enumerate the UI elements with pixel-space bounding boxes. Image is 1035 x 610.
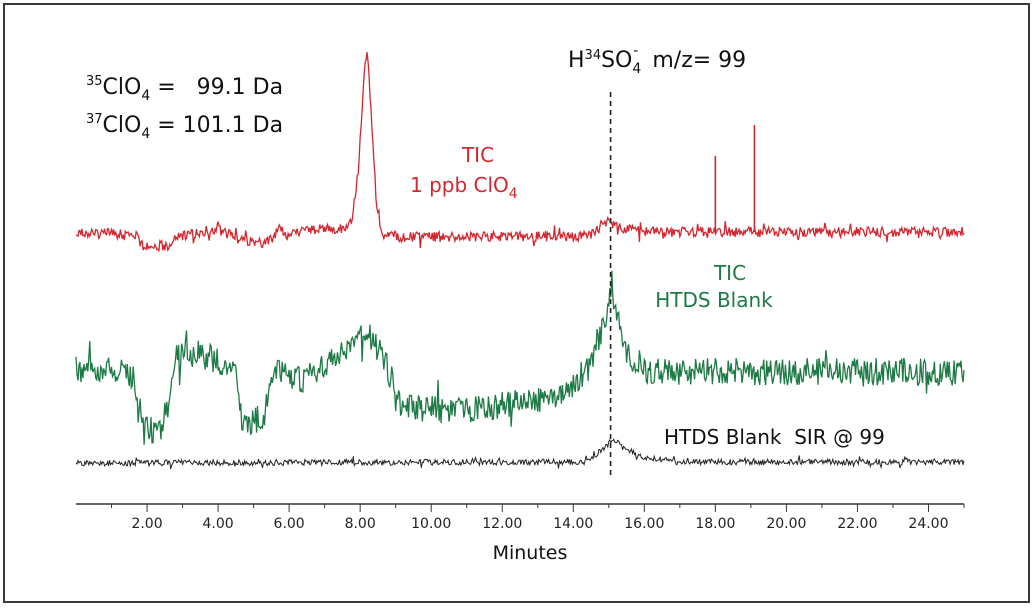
x-tick-label: 10.00 bbox=[411, 516, 451, 532]
x-axis-ticks: 2.00 4.00 6.00 8.00 10.00 12.00 14.00 16.00 18.0… bbox=[111, 504, 965, 532]
series-label-tic-clo4-line2: 1 ppb ClO4 bbox=[410, 173, 518, 202]
x-tick-label: 24.00 bbox=[908, 516, 948, 532]
x-tick-label: 2.00 bbox=[131, 516, 162, 532]
series-spikes bbox=[714, 125, 756, 232]
x-axis-title: Minutes bbox=[493, 542, 568, 564]
x-tick-label: 18.00 bbox=[695, 516, 735, 532]
figure-frame bbox=[3, 3, 1030, 603]
series-line-tic-htds-blank bbox=[75, 270, 965, 445]
series-line-tic-clo4 bbox=[75, 52, 965, 253]
series-label-sir-99: HTDS Blank SIR @ 99 bbox=[664, 425, 885, 449]
x-tick-label: 4.00 bbox=[202, 516, 233, 532]
x-tick-label: 16.00 bbox=[624, 516, 664, 532]
series-label-tic-htds-line1: TIC bbox=[713, 261, 746, 285]
x-tick-label: 12.00 bbox=[482, 516, 522, 532]
series-label-tic-htds-line2: HTDS Blank bbox=[655, 288, 773, 312]
series-label-tic-clo4-line1: TIC bbox=[461, 143, 494, 167]
x-tick-label: 6.00 bbox=[274, 516, 305, 532]
x-tick-label: 20.00 bbox=[766, 516, 806, 532]
marker-label: H34SO4- m/z= 99 bbox=[568, 43, 746, 77]
mass-label-35: 35ClO4 = 99.1 Da bbox=[86, 74, 283, 104]
x-tick-label: 14.00 bbox=[553, 516, 593, 532]
series-line-sir-99 bbox=[75, 438, 965, 470]
x-tick-label: 22.00 bbox=[837, 516, 877, 532]
x-tick-label: 8.00 bbox=[345, 516, 376, 532]
mass-label-37: 37ClO4 = 101.1 Da bbox=[86, 112, 283, 142]
